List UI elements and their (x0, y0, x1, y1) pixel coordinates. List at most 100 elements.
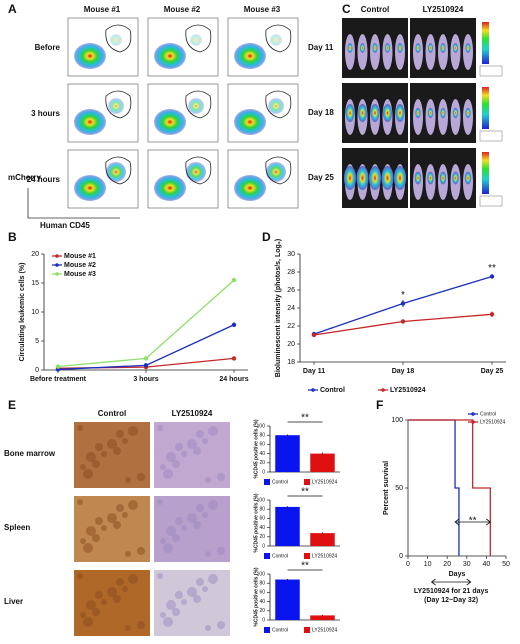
signal (427, 171, 434, 185)
annotation: * (401, 290, 405, 301)
panel-letter: F (376, 398, 383, 412)
y-tick-label: 24 (287, 305, 295, 312)
texture (113, 447, 121, 455)
y-tick-label: 10 (31, 309, 39, 316)
cell-cluster (154, 43, 186, 69)
color-key (479, 195, 503, 207)
texture (80, 538, 86, 544)
gate (105, 156, 132, 185)
texture (196, 430, 204, 438)
texture (86, 526, 96, 536)
column-label: LY2510924 (423, 5, 464, 14)
column-label: LY2510924 (172, 409, 213, 418)
texture (116, 504, 124, 512)
legend-label: Control (272, 553, 288, 559)
signal (440, 107, 446, 119)
y-tick-label: 100 (257, 423, 266, 429)
y-tick-label: 0 (262, 617, 265, 623)
column-label: Control (361, 5, 389, 14)
texture (125, 551, 131, 557)
texture (205, 551, 211, 557)
texture (92, 608, 100, 616)
texture (181, 599, 187, 605)
texture (187, 439, 197, 449)
y-tick-label: 40 (259, 525, 265, 531)
texture (208, 500, 218, 510)
texture (122, 586, 128, 592)
texture (122, 512, 128, 518)
gate (265, 156, 292, 185)
texture (163, 469, 173, 479)
signal (394, 166, 406, 190)
legend-marker (311, 388, 315, 392)
texture (95, 591, 103, 599)
bar (275, 579, 300, 620)
column-label: Mouse #1 (84, 5, 121, 14)
texture (128, 426, 138, 436)
texture (101, 599, 107, 605)
signal (465, 107, 471, 119)
bracket-arrow (454, 518, 491, 526)
texture (137, 621, 145, 629)
y-tick-label: 20 (259, 608, 265, 614)
cell-cluster (154, 109, 186, 135)
x-tick-label: 10 (424, 561, 432, 568)
y-tick-label: 22 (287, 323, 295, 330)
legend-swatch (304, 627, 310, 633)
x-tick-label: Day 11 (303, 368, 325, 375)
y-tick-label: 20 (287, 341, 295, 348)
y-tick-label: 80 (259, 581, 265, 587)
texture (77, 499, 83, 505)
texture (80, 612, 86, 618)
x-tick-label: 0 (406, 561, 410, 568)
x-tick-label: 24 hours (219, 376, 248, 383)
axis-label: Human CD45 (40, 221, 90, 230)
y-axis-label: Percent survival (383, 461, 390, 515)
annotation: (Day 12~Day 32) (424, 597, 478, 604)
gate (105, 90, 132, 119)
texture (175, 517, 183, 525)
y-tick-label: 5 (35, 338, 39, 345)
x-tick-label: 3 hours (133, 376, 158, 383)
texture (128, 574, 138, 584)
y-tick-label: 50 (395, 485, 403, 492)
texture (125, 625, 131, 631)
cell-cluster (108, 98, 124, 114)
point (143, 356, 149, 361)
texture (157, 573, 163, 579)
texture (116, 578, 124, 586)
y-tick-label: 0 (262, 543, 265, 549)
legend-marker (471, 412, 475, 416)
series-line (57, 324, 235, 371)
texture (137, 473, 145, 481)
cell-cluster (188, 98, 204, 114)
annotation: ** (301, 413, 309, 424)
texture (160, 538, 166, 544)
y-axis-label: %CD45 positive cells (%) (253, 493, 259, 553)
y-tick-label: 20 (31, 251, 39, 258)
legend-swatch (304, 479, 310, 485)
panel-letter: B (8, 230, 17, 244)
y-tick-label: 40 (259, 599, 265, 605)
row-label: Day 25 (308, 173, 334, 182)
texture (128, 500, 138, 510)
gate (185, 90, 212, 119)
texture (193, 447, 201, 455)
cell-cluster (106, 162, 126, 182)
signal (344, 166, 356, 190)
legend-label: Mouse #2 (64, 262, 96, 269)
texture (160, 612, 166, 618)
texture (172, 608, 180, 616)
x-axis-label: Days (449, 571, 466, 578)
x-tick-label: Day 18 (392, 368, 415, 375)
x-tick-label: Day 25 (481, 368, 504, 375)
texture (116, 430, 124, 438)
gate (185, 156, 212, 185)
signal (372, 43, 378, 53)
cell-cluster (154, 175, 186, 201)
signal (439, 171, 447, 185)
cell-cluster (74, 175, 106, 201)
point (231, 277, 237, 283)
legend-marker (55, 263, 59, 267)
cell-cluster (190, 34, 202, 46)
